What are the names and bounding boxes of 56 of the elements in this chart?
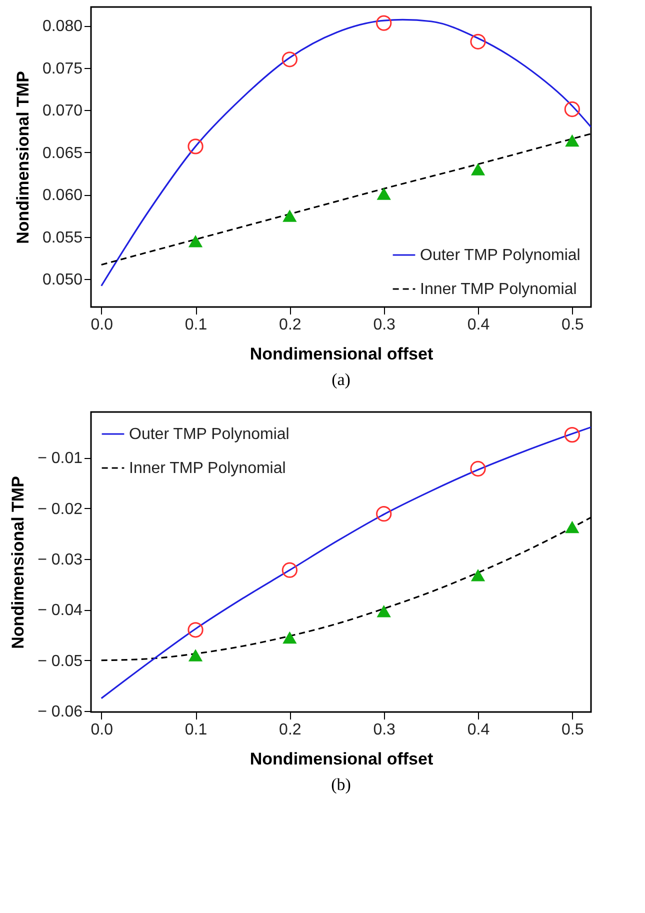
x-tick-label: 0.4 [467, 316, 490, 334]
y-tick-label: 0.065 [42, 144, 83, 162]
point [565, 134, 580, 147]
y-tick-label: − 0.03 [38, 551, 83, 568]
point [188, 649, 203, 662]
line-series [100, 426, 591, 700]
x-axis-title: Nondimensional offset [250, 344, 434, 364]
point [376, 188, 391, 200]
point [188, 622, 204, 638]
x-tick-label: 0.1 [184, 316, 208, 334]
x-tick-label: 0.0 [90, 722, 114, 738]
x-tick-label: 0.2 [279, 722, 302, 738]
text: (b) [331, 775, 351, 794]
x-tick-label: 0.3 [373, 316, 396, 334]
point [565, 520, 580, 534]
x-tick-label: 0.1 [184, 722, 208, 738]
y-axis-title: Nondimensional TMP [8, 476, 28, 649]
y-tick-label: 0.070 [42, 102, 83, 120]
point [470, 460, 486, 477]
x-axis-title: Nondimensional offset [250, 750, 434, 768]
point [470, 163, 486, 176]
y-tick-label: 0.055 [42, 229, 83, 246]
x-tick-label: 0.5 [562, 316, 584, 334]
legend-label: Inner TMP Polynomial [129, 460, 286, 477]
x-tick-label: 0.0 [90, 316, 114, 334]
point [376, 605, 391, 618]
legend-label: Outer TMP Polynomial [129, 426, 290, 443]
y-tick-label: − 0.01 [38, 450, 83, 468]
point [564, 101, 580, 118]
point [470, 34, 486, 50]
point [376, 15, 392, 31]
y-axis-title: Nondimensional TMP [13, 71, 32, 244]
y-tick-label: 0.075 [42, 60, 83, 78]
legend-label: Outer TMP Polynomial [420, 247, 580, 264]
x-tick-label: 0.3 [373, 722, 396, 738]
y-tick-label: − 0.02 [38, 500, 83, 518]
y-tick-label: − 0.04 [38, 602, 83, 620]
point [470, 569, 486, 582]
point [282, 562, 298, 578]
text: (a) [332, 370, 350, 389]
point [376, 506, 392, 522]
legend-label: Inner TMP Polynomial [420, 281, 577, 298]
y-tick-label: − 0.06 [38, 703, 83, 720]
point [282, 52, 298, 68]
y-tick-label: 0.080 [42, 18, 83, 36]
x-tick-label: 0.5 [562, 722, 584, 738]
point [188, 138, 204, 154]
point [282, 210, 297, 222]
point [564, 426, 580, 443]
y-tick-label: − 0.05 [38, 652, 83, 670]
y-tick-label: 0.050 [42, 272, 83, 289]
x-tick-label: 0.2 [279, 316, 302, 334]
x-tick-label: 0.4 [467, 722, 490, 738]
y-tick-label: 0.060 [42, 187, 83, 204]
point [188, 234, 203, 248]
point [282, 631, 297, 644]
